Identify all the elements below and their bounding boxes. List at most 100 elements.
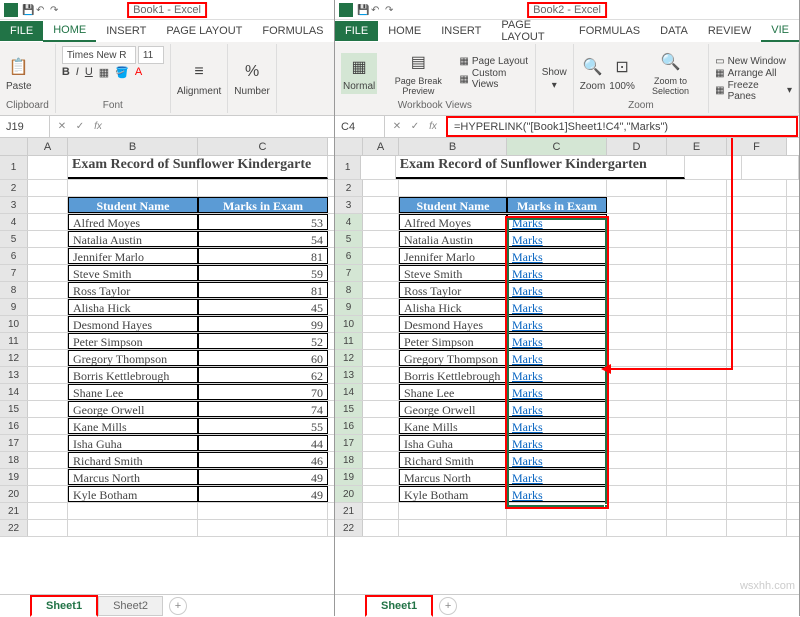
- cell[interactable]: 99: [198, 316, 328, 332]
- cell[interactable]: [607, 486, 667, 502]
- cell[interactable]: [28, 452, 68, 468]
- cell[interactable]: 59: [198, 265, 328, 281]
- add-sheet-button[interactable]: +: [169, 597, 187, 615]
- title-cell[interactable]: Exam Record of Sunflower Kindergarten: [396, 156, 686, 179]
- cell[interactable]: Peter Simpson: [399, 333, 507, 349]
- cell[interactable]: [607, 180, 667, 196]
- cell[interactable]: [607, 316, 667, 332]
- cell[interactable]: [363, 180, 399, 196]
- cell[interactable]: [363, 350, 399, 366]
- cell[interactable]: Student Name: [399, 197, 507, 213]
- bold-button[interactable]: B: [62, 66, 70, 79]
- cell[interactable]: 45: [198, 299, 328, 315]
- row-header[interactable]: 9: [335, 299, 363, 315]
- cell[interactable]: Richard Smith: [399, 452, 507, 468]
- row-header[interactable]: 21: [335, 503, 363, 519]
- grid-left[interactable]: A B C 1Exam Record of Sunflower Kinderga…: [0, 138, 334, 594]
- hyperlink-cell[interactable]: Marks: [512, 352, 543, 366]
- number-button[interactable]: % Number: [234, 60, 270, 97]
- cell[interactable]: [667, 231, 727, 247]
- cell[interactable]: [363, 214, 399, 230]
- row-header[interactable]: 1: [335, 156, 361, 179]
- cell[interactable]: [507, 503, 607, 519]
- cell[interactable]: [507, 520, 607, 536]
- hyperlink-cell[interactable]: Marks: [512, 386, 543, 400]
- cell[interactable]: [363, 384, 399, 400]
- add-sheet-button[interactable]: +: [439, 597, 457, 615]
- row-header[interactable]: 22: [335, 520, 363, 536]
- row-header[interactable]: 5: [0, 231, 28, 247]
- cell[interactable]: [727, 316, 787, 332]
- cell[interactable]: Marks: [507, 214, 607, 230]
- zoom-button[interactable]: 🔍Zoom: [580, 55, 606, 92]
- hyperlink-cell[interactable]: Marks: [512, 284, 543, 298]
- tab-file[interactable]: FILE: [335, 21, 378, 41]
- cell[interactable]: [727, 197, 787, 213]
- name-box-right[interactable]: C4: [335, 116, 385, 137]
- cell[interactable]: [667, 452, 727, 468]
- cell[interactable]: [727, 248, 787, 264]
- cell[interactable]: Alisha Hick: [399, 299, 507, 315]
- cell[interactable]: [28, 350, 68, 366]
- cell[interactable]: [727, 520, 787, 536]
- tab-insert[interactable]: INSERT: [431, 21, 491, 41]
- cell[interactable]: [28, 231, 68, 247]
- row-header[interactable]: 16: [335, 418, 363, 434]
- cell[interactable]: Marks: [507, 452, 607, 468]
- italic-button[interactable]: I: [76, 66, 79, 79]
- cell[interactable]: [727, 401, 787, 417]
- pagebreak-button[interactable]: ▤ Page Break Preview: [381, 50, 455, 96]
- row-header[interactable]: 10: [335, 316, 363, 332]
- cell[interactable]: George Orwell: [399, 401, 507, 417]
- cell[interactable]: Kyle Botham: [68, 486, 198, 502]
- paste-button[interactable]: 📋 Paste: [6, 55, 32, 92]
- cell[interactable]: Desmond Hayes: [399, 316, 507, 332]
- tab-data[interactable]: DATA: [650, 21, 698, 41]
- cell[interactable]: [727, 367, 787, 383]
- row-header[interactable]: 19: [335, 469, 363, 485]
- cell[interactable]: [607, 418, 667, 434]
- cell[interactable]: [667, 384, 727, 400]
- row-header[interactable]: 2: [0, 180, 28, 196]
- cell[interactable]: Marks: [507, 316, 607, 332]
- row-header[interactable]: 16: [0, 418, 28, 434]
- row-header[interactable]: 17: [0, 435, 28, 451]
- row-header[interactable]: 11: [0, 333, 28, 349]
- cell[interactable]: [667, 265, 727, 281]
- cell[interactable]: [363, 282, 399, 298]
- cell[interactable]: [363, 503, 399, 519]
- cell[interactable]: [363, 418, 399, 434]
- cell[interactable]: Kane Mills: [399, 418, 507, 434]
- hyperlink-cell[interactable]: Marks: [512, 267, 543, 281]
- cell[interactable]: [28, 282, 68, 298]
- cell[interactable]: [363, 486, 399, 502]
- cell[interactable]: [607, 452, 667, 468]
- cell[interactable]: [363, 231, 399, 247]
- cell[interactable]: [361, 156, 395, 179]
- enter-icon[interactable]: ✓: [407, 119, 423, 135]
- cell[interactable]: Marcus North: [68, 469, 198, 485]
- hyperlink-cell[interactable]: Marks: [512, 403, 543, 417]
- cancel-icon[interactable]: ✕: [54, 119, 70, 135]
- hyperlink-cell[interactable]: Marks: [512, 250, 543, 264]
- cell[interactable]: [667, 435, 727, 451]
- formula-input-left[interactable]: [110, 116, 334, 137]
- zoom-selection-button[interactable]: 🔍Zoom to Selection: [639, 50, 702, 96]
- freeze-panes-button[interactable]: ▦ Freeze Panes ▾: [715, 80, 792, 102]
- font-name-select[interactable]: Times New R: [62, 46, 136, 64]
- row-header[interactable]: 11: [335, 333, 363, 349]
- row-header[interactable]: 19: [0, 469, 28, 485]
- zoom-100-button[interactable]: ⊡100%: [609, 55, 635, 92]
- cell[interactable]: [667, 469, 727, 485]
- cell[interactable]: [727, 299, 787, 315]
- tab-home[interactable]: HOME: [43, 20, 96, 42]
- cell[interactable]: [28, 367, 68, 383]
- cell[interactable]: Marks: [507, 418, 607, 434]
- cell[interactable]: [727, 333, 787, 349]
- cell[interactable]: [607, 214, 667, 230]
- row-header[interactable]: 7: [0, 265, 28, 281]
- pagelayout-button[interactable]: ▦ Page Layout: [459, 56, 528, 67]
- undo-icon[interactable]: ↶: [36, 5, 46, 15]
- cell[interactable]: Gregory Thompson: [399, 350, 507, 366]
- cell[interactable]: [607, 520, 667, 536]
